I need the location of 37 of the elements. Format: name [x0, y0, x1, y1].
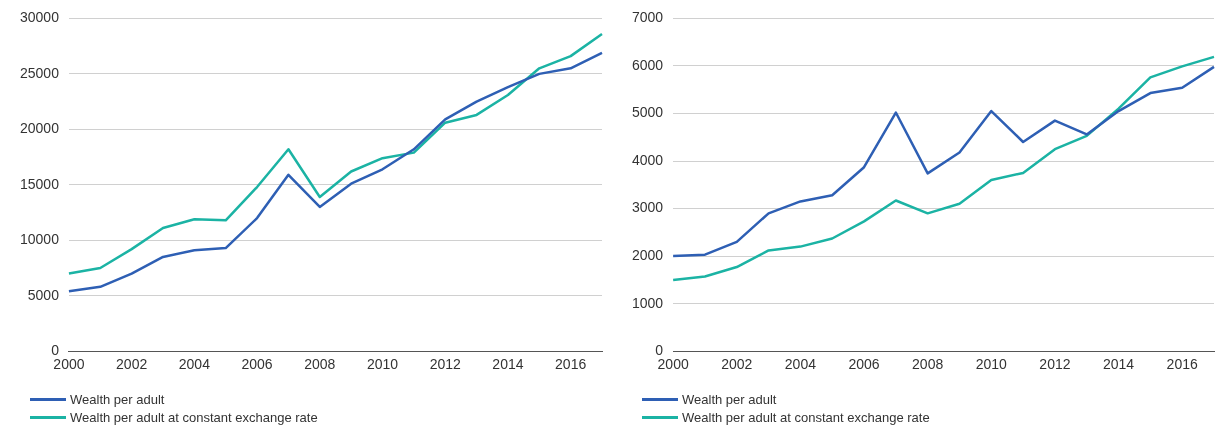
y-tick-label: 2000	[631, 246, 664, 263]
x-tick-label: 2016	[555, 356, 587, 373]
x-tick-label: 2006	[848, 356, 880, 373]
x-tick-label: 2012	[1039, 356, 1071, 373]
y-tick-label: 15000	[19, 175, 60, 192]
x-tick-label: 2012	[429, 356, 461, 373]
y-tick-label: 1000	[631, 294, 664, 311]
x-tick-label: 2004	[784, 356, 817, 373]
x-tick-label: 2014	[492, 356, 524, 373]
x-tick-label: 2000	[657, 356, 689, 373]
legend-label: Wealth per adult	[682, 391, 777, 407]
y-tick-label: 10000	[19, 231, 60, 248]
x-tick-label: 2004	[178, 356, 211, 373]
x-tick-label: 2008	[304, 356, 336, 373]
x-tick-label: 2000	[53, 356, 85, 373]
legend-label: Wealth per adult at constant exchange rate	[70, 409, 318, 425]
y-tick-label: 0	[655, 342, 664, 359]
y-tick-label: 25000	[19, 64, 60, 81]
y-tick-label: 5000	[27, 286, 60, 303]
x-tick-label: 2002	[116, 356, 148, 373]
x-tick-label: 2014	[1102, 356, 1135, 373]
y-tick-label: 20000	[19, 120, 60, 137]
y-tick-label: 0	[51, 342, 60, 359]
x-tick-label: 2006	[241, 356, 273, 373]
legend-label: Wealth per adult	[70, 391, 165, 407]
x-tick-label: 2002	[721, 356, 753, 373]
y-tick-label: 7000	[631, 9, 664, 26]
x-tick-label: 2010	[975, 356, 1008, 373]
y-tick-label: 4000	[631, 151, 664, 168]
legend-label: Wealth per adult at constant exchange rate	[682, 409, 930, 425]
y-tick-label: 5000	[631, 104, 664, 121]
y-tick-label: 6000	[631, 56, 664, 73]
y-tick-label: 3000	[631, 199, 664, 216]
x-tick-label: 2016	[1166, 356, 1198, 373]
x-tick-label: 2010	[366, 356, 399, 373]
x-tick-label: 2008	[912, 356, 944, 373]
y-tick-label: 30000	[19, 9, 60, 26]
